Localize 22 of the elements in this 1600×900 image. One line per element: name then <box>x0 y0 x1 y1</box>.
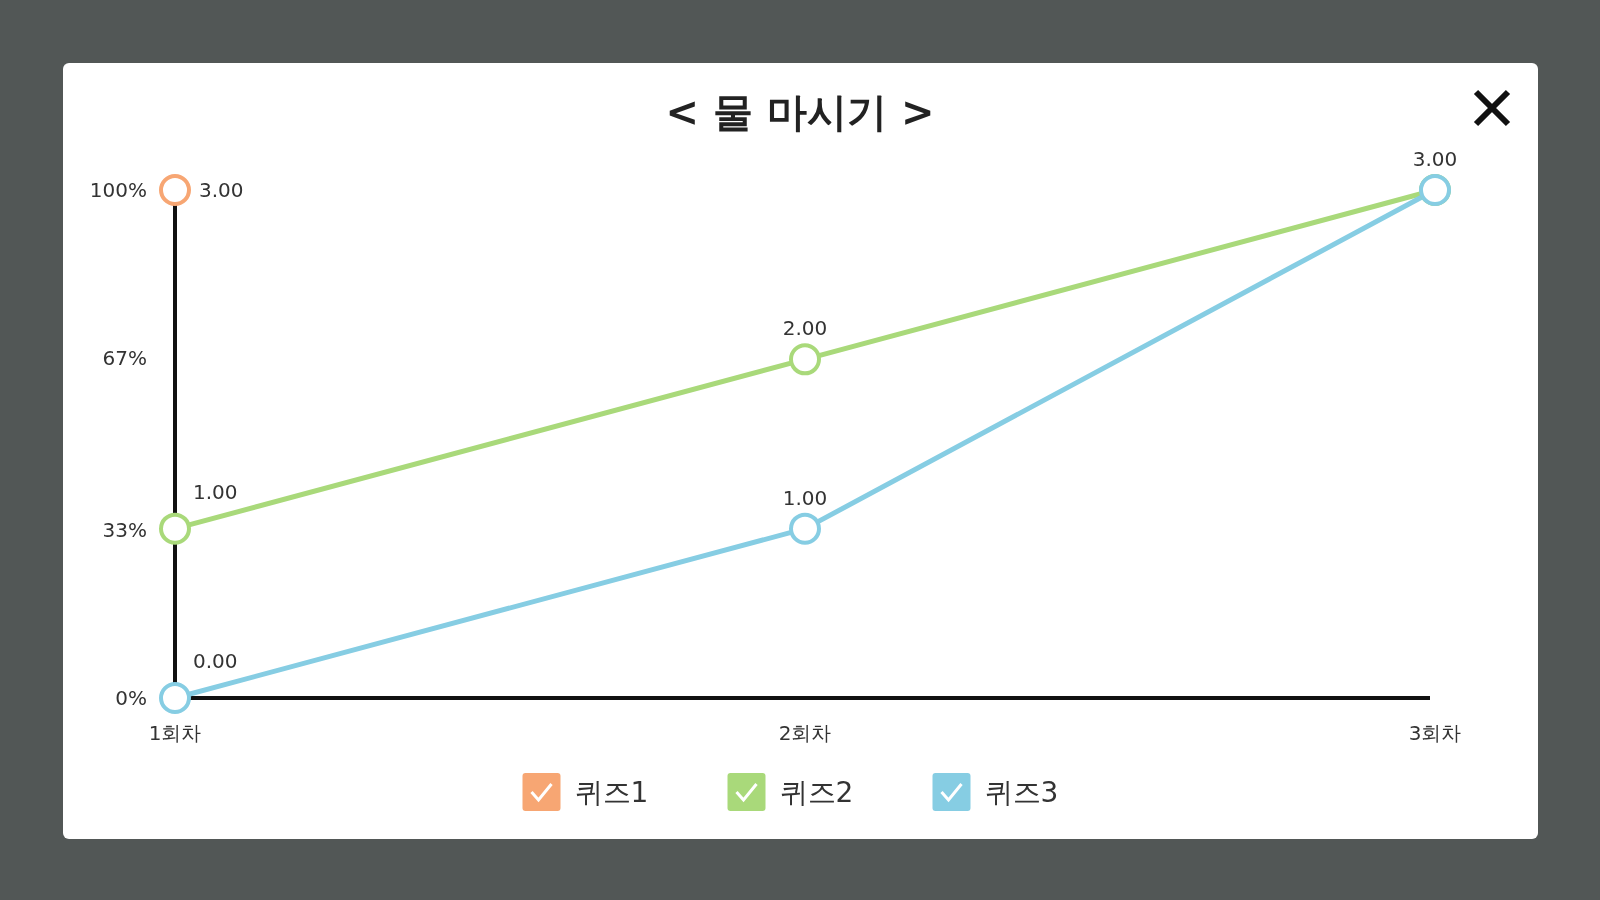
legend-label: 퀴즈1 <box>574 776 649 809</box>
y2-tick-label: 100% <box>89 178 147 202</box>
point <box>159 174 191 206</box>
data-label: 3.00 <box>199 178 244 202</box>
data-label: 1.00 <box>193 479 238 504</box>
point <box>789 512 821 545</box>
data-label: 1.00 <box>782 485 828 510</box>
point <box>159 682 191 714</box>
chart-title: < 물 마시기 > <box>665 89 935 135</box>
point <box>789 343 821 376</box>
x-tick-label: 2회차 <box>778 721 832 745</box>
y2-tick-label: 0% <box>115 686 147 710</box>
data-label: 0.00 <box>193 649 238 673</box>
legend-label: 퀴즈2 <box>779 776 854 809</box>
data-label: 3.00 <box>1412 147 1458 171</box>
x-tick-label: 3회차 <box>1408 721 1462 745</box>
y2-tick-label: 67% <box>102 345 147 370</box>
y2-tick-label: 33% <box>102 518 147 543</box>
legend-label: 퀴즈3 <box>984 776 1059 809</box>
x-tick-label: 1회차 <box>148 721 202 745</box>
data-label: 2.00 <box>782 316 828 341</box>
point <box>159 512 191 545</box>
